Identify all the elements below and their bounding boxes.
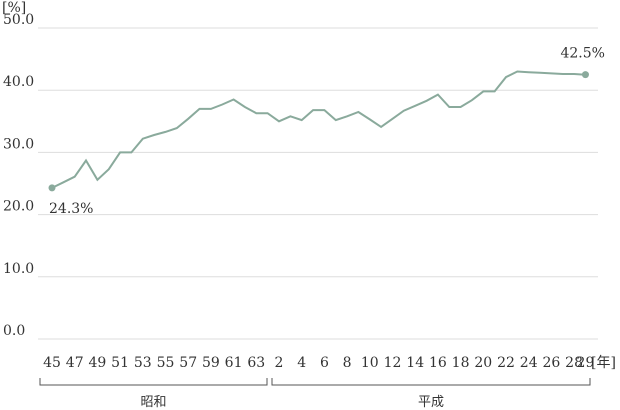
x-tick-label: 16	[429, 355, 447, 371]
y-tick-label: 50.0	[3, 12, 34, 28]
x-unit-label: [年]	[591, 355, 616, 371]
value-annotations: 24.3% 42.5%	[49, 46, 605, 217]
y-axis-ticks: 50.0 40.0 30.0 20.0 10.0 0.0	[3, 12, 34, 339]
x-tick-label: 51	[111, 355, 129, 371]
y-tick-label: 20.0	[3, 199, 34, 215]
x-tick-label: 22	[497, 355, 515, 371]
x-tick-label: 55	[157, 355, 175, 371]
x-tick-label: 59	[202, 355, 220, 371]
x-tick-label: 63	[247, 355, 265, 371]
x-tick-label: 57	[179, 355, 197, 371]
annotation-end: 42.5%	[560, 46, 604, 62]
x-tick-label: 14	[406, 355, 424, 371]
y-tick-label: 40.0	[3, 74, 34, 90]
era-brackets: 昭和 平成	[39, 378, 591, 410]
x-tick-label: 4	[297, 355, 306, 371]
x-tick-label: 8	[343, 355, 352, 371]
y-unit-label: [%]	[2, 0, 26, 16]
end-markers	[48, 71, 589, 192]
x-tick-label: 24	[520, 355, 538, 371]
x-tick-label: 45	[43, 355, 61, 371]
era-label: 昭和	[140, 395, 166, 410]
x-tick-label: 26	[542, 355, 560, 371]
x-tick-label: 6	[320, 355, 329, 371]
x-tick-label: 20	[474, 355, 492, 371]
y-tick-label: 30.0	[3, 136, 34, 152]
era-bracket	[39, 378, 268, 386]
x-tick-label: 53	[134, 355, 152, 371]
x-tick-label: 12	[384, 355, 402, 371]
series-line	[51, 70, 586, 189]
era-label: 平成	[418, 395, 444, 410]
data-point-marker	[581, 71, 589, 79]
y-tick-label: 10.0	[3, 261, 34, 277]
x-tick-label: 10	[361, 355, 379, 371]
x-tick-label: 29	[577, 355, 595, 371]
data-point-marker	[48, 184, 56, 192]
x-tick-label: 61	[225, 355, 243, 371]
era-bracket	[271, 378, 591, 386]
x-tick-label: 28	[565, 355, 583, 371]
x-tick-label: 18	[452, 355, 470, 371]
y-tick-label: 0.0	[3, 323, 25, 339]
annotation-start: 24.3%	[49, 201, 93, 217]
x-tick-label: 47	[66, 355, 84, 371]
x-axis-ticks: 45 47 49 51 53 55 57 59 61 63 2 4 6 8 10 12 14 16 18 20 22 24…	[43, 355, 594, 371]
x-tick-label: 49	[88, 355, 106, 371]
gridlines	[38, 27, 598, 340]
x-tick-label: 2	[275, 355, 284, 371]
